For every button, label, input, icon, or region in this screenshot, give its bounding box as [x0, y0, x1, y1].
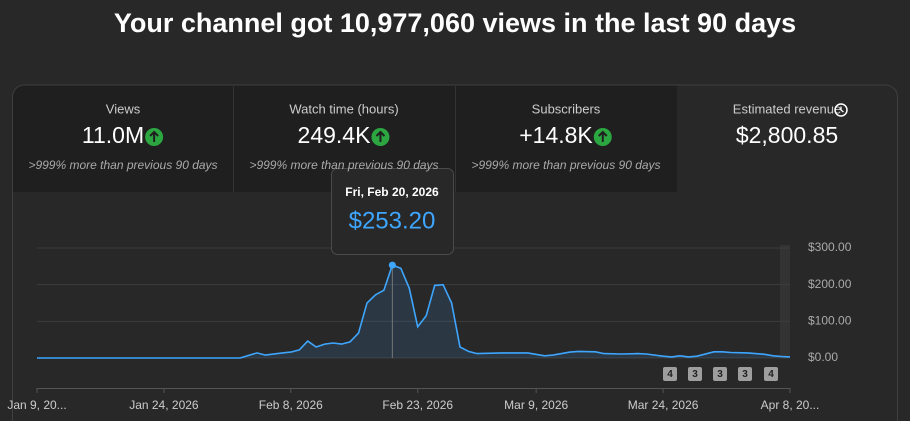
partial-data-band	[780, 245, 790, 358]
metric-value: +14.8K	[519, 122, 593, 148]
icon-arrow	[375, 130, 386, 142]
video-badge-count: 3	[742, 369, 748, 380]
tooltip-date: Fri, Feb 20, 2026	[345, 185, 439, 199]
line-area	[37, 265, 790, 358]
trend-up-icon	[371, 128, 390, 146]
tooltip	[331, 168, 454, 255]
icon-arrow	[598, 130, 608, 142]
trend-up-icon	[593, 128, 612, 146]
line	[37, 264, 791, 359]
y-tick-label: $100.00	[808, 314, 852, 328]
metric-note: >999% more than previous 90 days	[249, 158, 438, 172]
icon-circle	[834, 103, 848, 117]
metric-label: Watch time (hours)	[289, 101, 398, 116]
metric-label: Subscribers	[532, 101, 601, 116]
x-tick-label: Apr 8, 20...	[761, 398, 820, 412]
icon-arrow	[149, 130, 159, 142]
tab-strip	[13, 85, 677, 192]
metric-value: $2,800.85	[736, 122, 838, 148]
hover-point	[388, 261, 396, 269]
x-tick-label: Jan 24, 2026	[129, 398, 199, 412]
video-badge-count: 4	[768, 369, 774, 380]
y-tick-label: $300.00	[808, 240, 852, 254]
x-tick-label: Mar 24, 2026	[628, 398, 699, 412]
y-tick-label: $0.00	[808, 350, 838, 364]
video-badge	[713, 367, 727, 381]
x-tick-label: Mar 9, 2026	[504, 398, 568, 412]
video-badge-count: 3	[717, 369, 723, 380]
page-title: Your channel got 10,977,060 views in the…	[114, 8, 796, 38]
x-tick-label: Feb 8, 2026	[259, 398, 323, 412]
tooltip-value: $253.20	[349, 207, 436, 234]
video-badge	[738, 367, 752, 381]
metric-value: 11.0M	[82, 122, 144, 148]
x-tick-label: Feb 23, 2026	[382, 398, 453, 412]
metric-label: Estimated revenue	[733, 101, 841, 116]
metric-note: >999% more than previous 90 days	[28, 158, 217, 172]
y-tick-label: $200.00	[808, 277, 852, 291]
video-badge	[764, 367, 778, 381]
metric-value: 249.4K	[298, 122, 372, 148]
video-badge	[663, 367, 677, 381]
metric-label: Views	[106, 101, 141, 116]
metric-note: >999% more than previous 90 days	[471, 158, 660, 172]
clock-icon	[834, 103, 848, 117]
video-badge	[688, 367, 702, 381]
video-badge-count: 4	[667, 369, 673, 380]
trend-up-icon	[145, 128, 164, 146]
icon-hands	[840, 106, 844, 113]
video-badge-count: 3	[692, 369, 698, 380]
x-tick-label: Jan 9, 20...	[7, 398, 66, 412]
